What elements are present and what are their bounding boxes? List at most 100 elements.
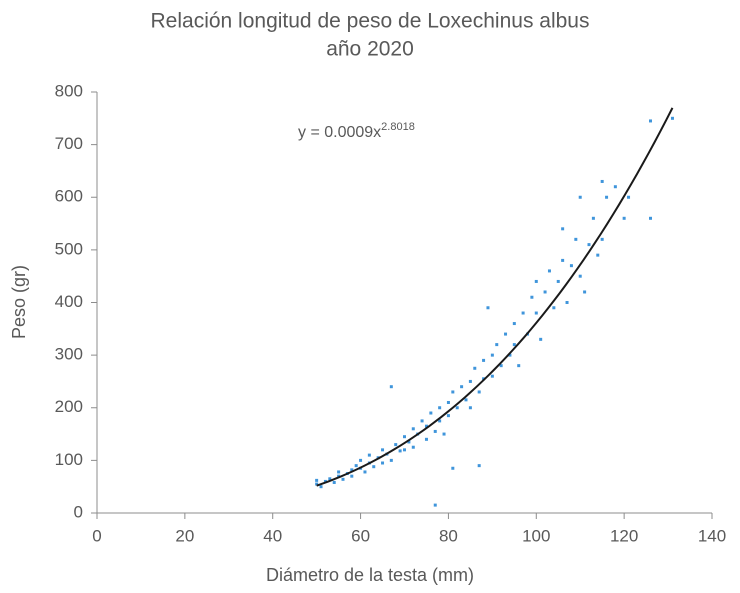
point — [341, 477, 345, 481]
equation-exponent: 2.8018 — [381, 121, 415, 133]
point — [583, 290, 587, 294]
point — [398, 449, 402, 453]
y-tick-label: 100 — [55, 450, 83, 469]
point — [578, 274, 582, 278]
point — [446, 400, 450, 404]
point — [574, 237, 578, 241]
point — [411, 445, 415, 449]
point — [319, 485, 323, 489]
point — [337, 470, 341, 474]
point — [596, 253, 600, 257]
chart-title: año 2020 — [326, 38, 414, 61]
point — [451, 466, 455, 470]
point — [591, 216, 595, 220]
point — [438, 406, 442, 410]
point — [600, 237, 604, 241]
point — [438, 419, 442, 423]
point — [350, 468, 354, 472]
point — [512, 343, 516, 347]
point — [381, 448, 385, 452]
x-tick-label: 40 — [263, 526, 282, 545]
x-axis-label: Diámetro de la testa (mm) — [266, 565, 474, 585]
point — [521, 311, 525, 315]
point — [337, 474, 341, 478]
point — [622, 216, 626, 220]
point — [354, 464, 358, 468]
point — [539, 337, 543, 341]
point — [517, 364, 521, 368]
point — [486, 306, 490, 310]
point — [552, 306, 556, 310]
point — [363, 470, 367, 474]
point — [670, 116, 674, 120]
point — [451, 390, 455, 394]
x-tick-label: 60 — [351, 526, 370, 545]
x-tick-label: 140 — [698, 526, 726, 545]
y-axis-label: Peso (gr) — [9, 265, 29, 339]
point — [460, 385, 464, 389]
point — [627, 195, 631, 199]
point — [649, 119, 652, 123]
point — [433, 503, 437, 507]
point — [556, 279, 560, 283]
point — [543, 290, 547, 294]
point — [482, 358, 486, 362]
point — [530, 295, 534, 299]
point — [512, 322, 516, 326]
point — [455, 406, 459, 410]
point — [389, 385, 393, 389]
point — [600, 179, 604, 183]
point — [613, 185, 617, 189]
y-tick-label: 400 — [55, 292, 83, 311]
point — [477, 464, 481, 468]
point — [534, 279, 538, 283]
point — [508, 353, 512, 357]
point — [468, 379, 472, 383]
point — [332, 480, 336, 484]
point — [499, 364, 503, 368]
x-tick-label: 120 — [610, 526, 638, 545]
x-tick-label: 80 — [439, 526, 458, 545]
point — [473, 366, 477, 370]
point — [315, 482, 319, 486]
chart-title: Relación longitud de peso de Loxechinus … — [151, 10, 590, 33]
point — [442, 432, 446, 436]
point — [372, 465, 376, 469]
point — [605, 195, 609, 199]
point — [420, 419, 424, 423]
point — [381, 461, 385, 465]
point — [394, 443, 398, 447]
point — [578, 195, 582, 199]
x-tick-label: 100 — [522, 526, 550, 545]
y-tick-label: 800 — [55, 81, 83, 100]
point — [534, 311, 538, 315]
point — [649, 216, 652, 220]
x-tick-label: 20 — [175, 526, 194, 545]
y-tick-label: 0 — [74, 502, 83, 521]
point — [359, 458, 363, 462]
y-tick-label: 200 — [55, 397, 83, 416]
point — [561, 227, 565, 231]
point — [389, 458, 393, 462]
point — [411, 427, 415, 431]
point — [323, 479, 327, 483]
point — [587, 243, 591, 247]
point — [464, 398, 468, 402]
equation: y = 0.0009x2.8018 — [298, 121, 415, 141]
point — [433, 429, 437, 433]
point — [495, 343, 499, 347]
point — [446, 414, 450, 418]
equation-text: y = 0.0009x — [298, 124, 381, 141]
point — [565, 301, 569, 304]
trendline — [316, 107, 674, 487]
x-tick-label: 0 — [92, 526, 101, 545]
point — [429, 411, 433, 415]
point — [490, 374, 494, 378]
point — [477, 390, 481, 394]
point — [468, 406, 472, 410]
point — [424, 424, 428, 428]
y-tick-label: 700 — [55, 134, 83, 153]
point — [490, 353, 494, 357]
point — [403, 435, 406, 439]
